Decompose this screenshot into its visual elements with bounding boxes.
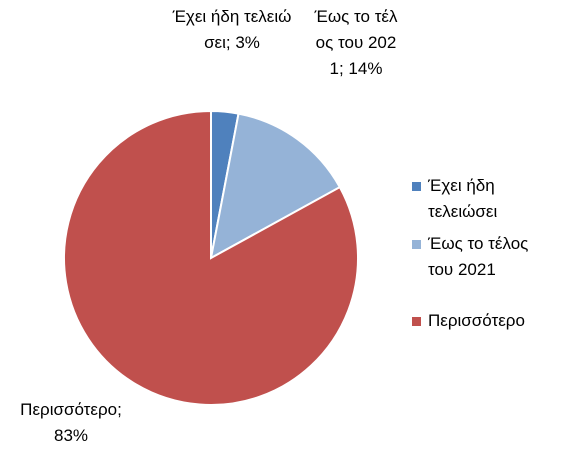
legend-label: Περισσότερο bbox=[428, 311, 525, 330]
data-label: Περισσότερο; 83% bbox=[20, 400, 122, 445]
pie-slice bbox=[209, 112, 342, 260]
legend-swatch bbox=[412, 240, 421, 249]
data-label: Έχει ήδη τελειώσει; 3% bbox=[172, 7, 292, 52]
legend-swatch bbox=[412, 182, 421, 191]
legend-swatch bbox=[412, 317, 421, 326]
pie-slice bbox=[63, 109, 359, 406]
legend-label: Έχει ήδη τελειώσει bbox=[428, 176, 498, 221]
data-label: Έως το τέλος του 2021; 14% bbox=[314, 7, 398, 78]
legend-label: Έως το τέλος του 2021 bbox=[428, 234, 529, 279]
